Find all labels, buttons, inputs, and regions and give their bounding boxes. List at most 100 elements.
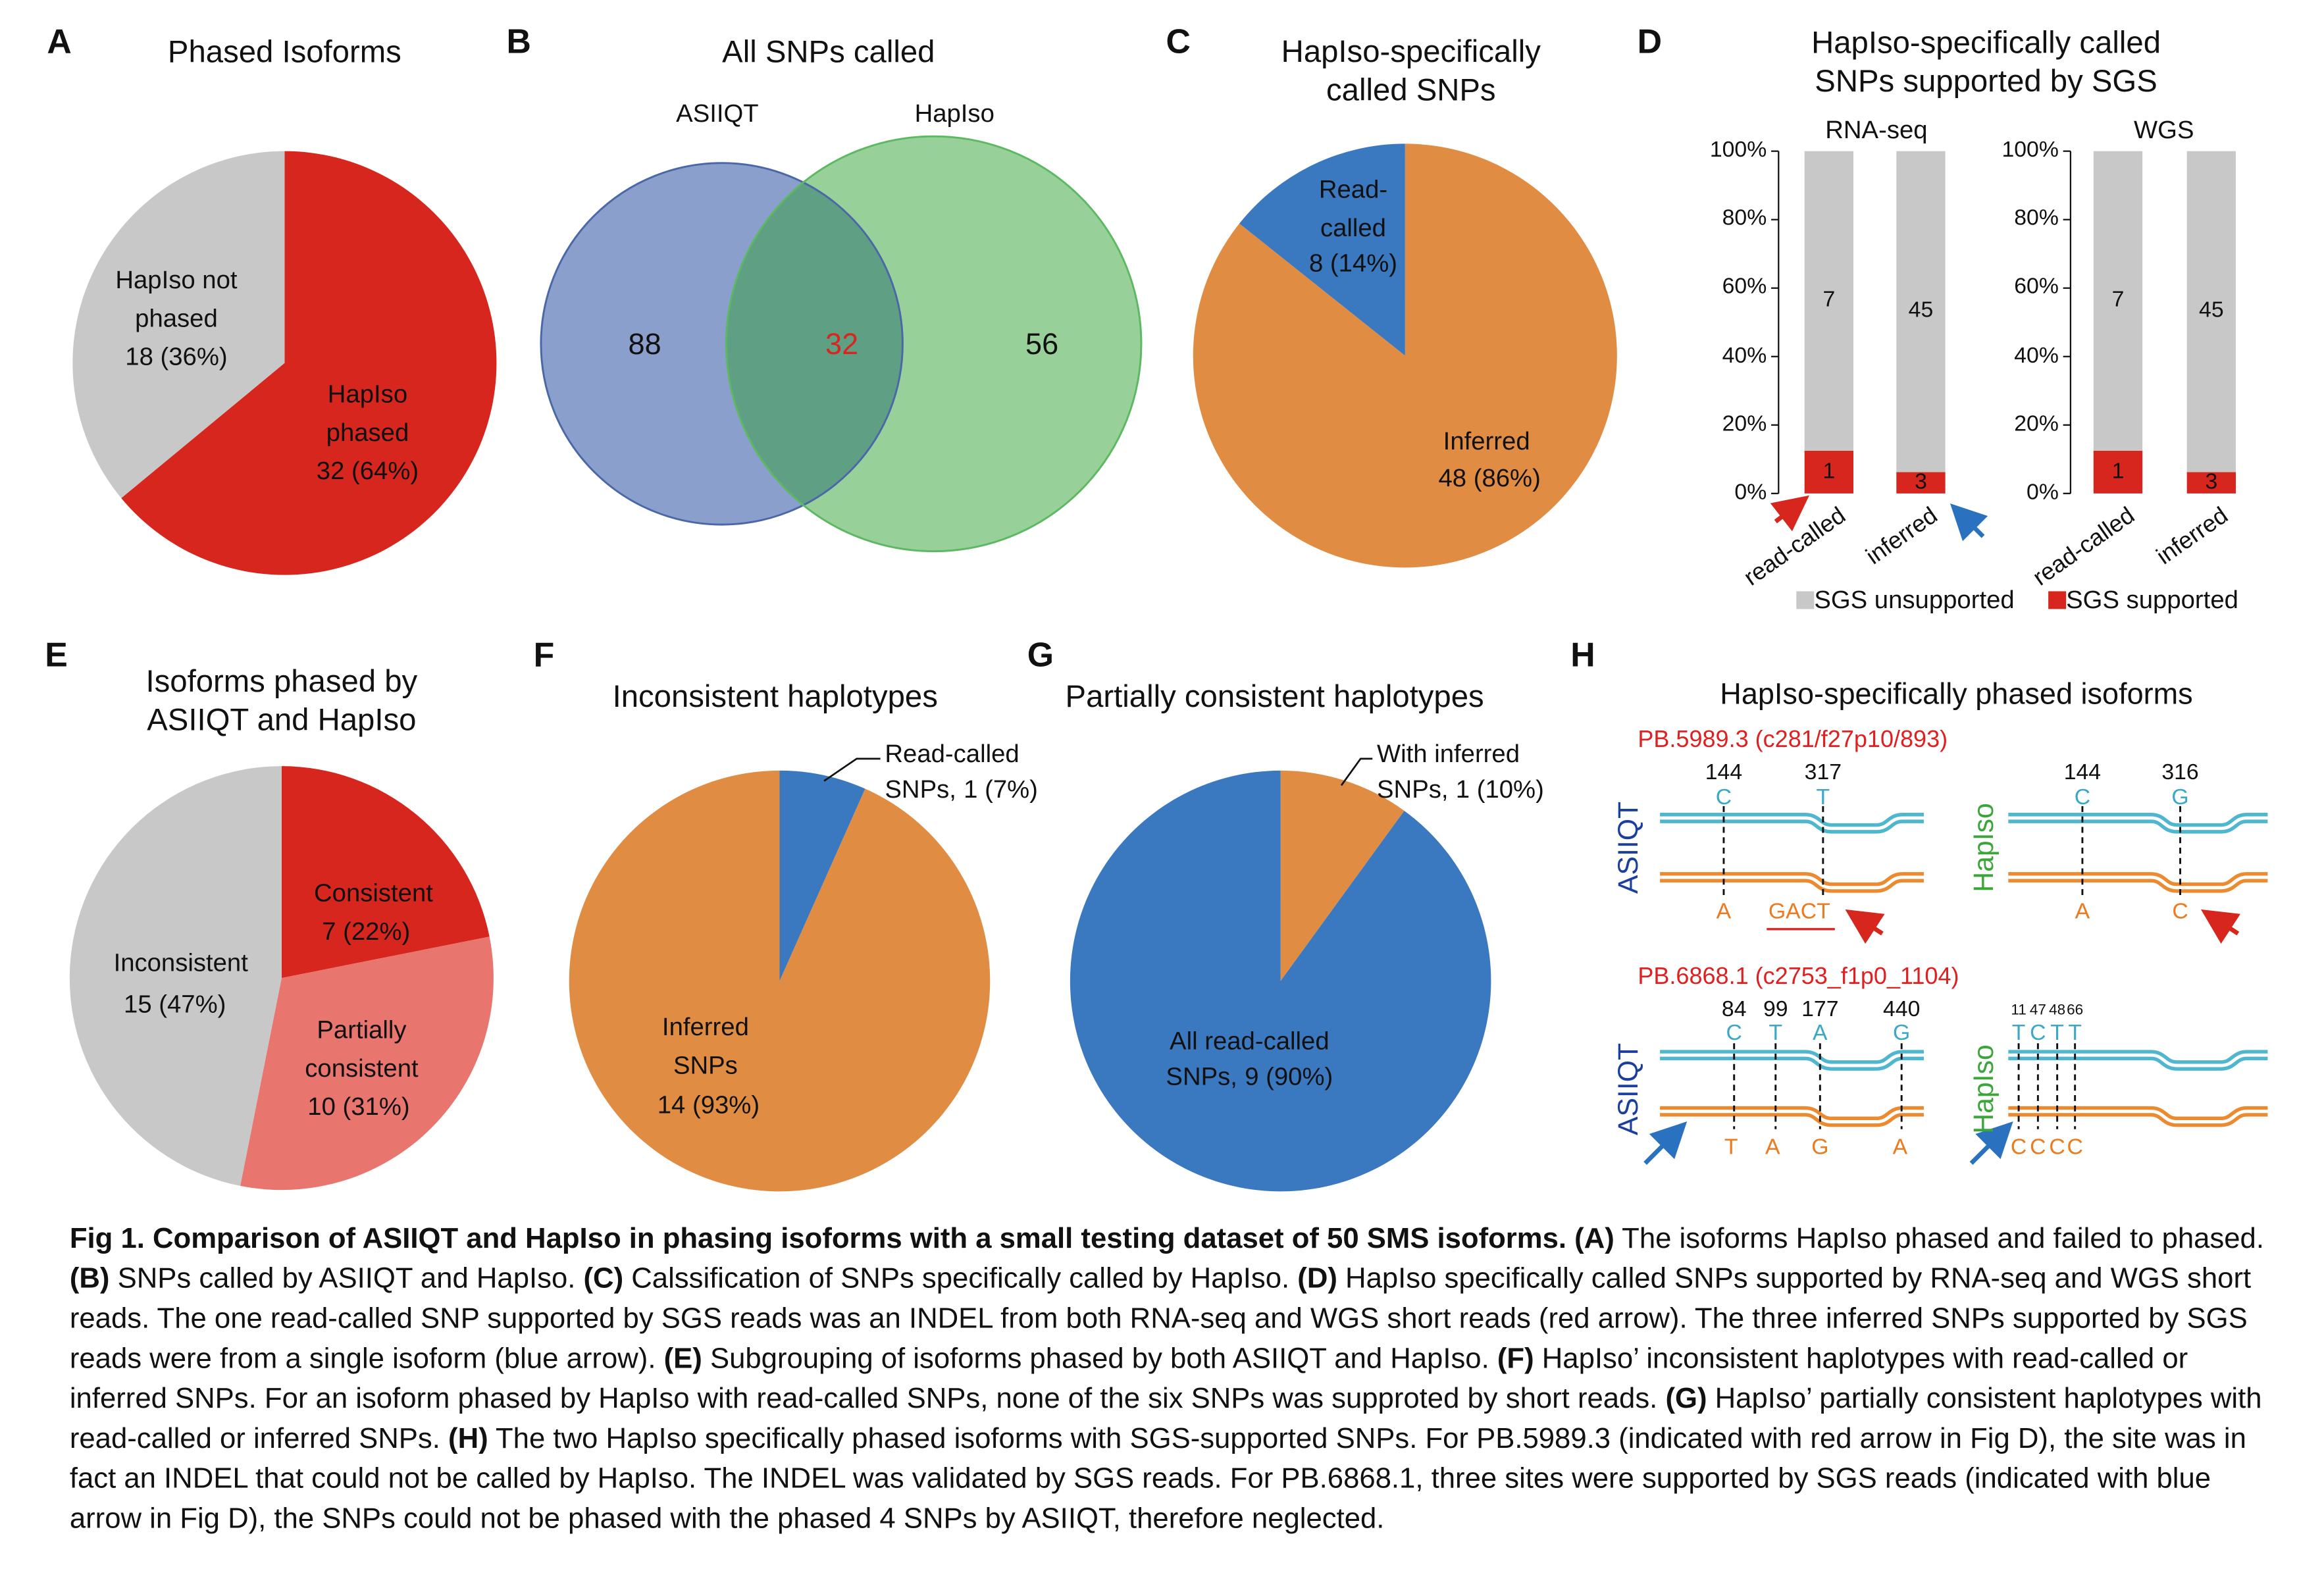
panel-letter: E (45, 635, 68, 674)
pie-slice (1070, 770, 1491, 1192)
pie-slice (72, 151, 285, 498)
snp-position: 317 (1804, 759, 1842, 785)
snp-position: 316 (2161, 759, 2199, 785)
isoform-id: PB.6868.1 (c2753_f1p0_1104) (1638, 964, 1959, 990)
slice-value-label: 1 (10%) (1455, 775, 1544, 804)
slice-value-label: 18 (36%) (125, 342, 228, 371)
pie-slice (281, 766, 490, 979)
caption-run: Fig 1. Comparison of ASIIQT and HapIso i… (69, 1222, 1614, 1256)
slice-category: Read-called SNPs, (885, 740, 1020, 804)
method-label: HapIso (1969, 803, 2001, 892)
caption-run: Subgrouping of isoforms phased by both A… (702, 1343, 1497, 1375)
slice-category: HapIso not phased (115, 266, 238, 332)
snp-position: 144 (1705, 759, 1743, 785)
slice-value-label: 14 (93%) (657, 1090, 760, 1119)
snp-position: 144 (2063, 759, 2102, 785)
count-label: 3 (2205, 469, 2218, 495)
strand-gap (2008, 875, 2268, 890)
set-label: HapIso (914, 99, 994, 128)
strand-gap (1660, 816, 1924, 831)
legend-label: SGS supported (2066, 585, 2238, 614)
venn-overlap (726, 163, 903, 525)
bar-segment (1804, 450, 1854, 494)
pie-slice (1239, 143, 1405, 356)
allele-bottom: A (1716, 899, 1732, 925)
subplot-title: WGS (2134, 116, 2194, 144)
slice-value-label: 48 (86%) (1438, 464, 1541, 493)
subplot-title: RNA-seq (1825, 116, 1928, 144)
method-label: HapIso (1969, 1044, 2001, 1134)
arrow (1845, 909, 1885, 944)
pie-slice (69, 766, 282, 1186)
allele-top: T (2011, 1020, 2026, 1046)
arrow (1643, 1121, 1688, 1165)
allele-top: C (2074, 784, 2091, 811)
bar-segment (1804, 151, 1854, 451)
allele-top: T (1769, 1020, 1783, 1046)
allele-bottom: C (2030, 1135, 2046, 1160)
allele-bottom: C (2049, 1135, 2065, 1160)
caption-run: (D) (1297, 1262, 1337, 1295)
y-tick-label: 40% (2014, 342, 2059, 369)
caption-run: (B) (69, 1262, 110, 1295)
panel-letter: A (47, 22, 72, 61)
pie-slice (1193, 143, 1617, 568)
figure-caption: Fig 1. Comparison of ASIIQT and HapIso i… (70, 1219, 2275, 1539)
count-label: 1 (1822, 458, 1836, 484)
allele-bottom: A (1765, 1135, 1780, 1160)
venn-outline (540, 162, 904, 526)
snp-position: 84 (1721, 996, 1747, 1023)
slice-value-label: 15 (47%) (124, 990, 226, 1019)
strand-gap (2008, 816, 2268, 831)
slice-value-label: 8 (14%) (1308, 249, 1398, 278)
slice-label: All read-called SNPs, 9 (90%) (1146, 1024, 1353, 1094)
strand-gap (1660, 875, 1924, 890)
isoform-id: PB.5989.3 (c281/f27p10/893) (1638, 727, 1948, 753)
caption-run: HapIso specifically called SNPs supporte… (69, 1262, 2252, 1375)
strand-gap (2008, 1053, 2268, 1067)
slice-category: Partially consistent (305, 1015, 419, 1082)
caption-run: (G) (1665, 1382, 1707, 1416)
leader-line (1340, 757, 1373, 786)
y-tick-label: 20% (1722, 411, 1767, 437)
slice-category: All read-called SNPs, (1166, 1027, 1330, 1091)
chart-title: HapIso-specifically called SNPs supporte… (1811, 26, 2161, 99)
snp-position: 47 (2029, 1002, 2046, 1019)
bar-segment (2186, 472, 2236, 494)
snp-position: 48 (2049, 1002, 2066, 1019)
y-tick-label: 80% (2014, 205, 2059, 232)
allele-bottom: C (2010, 1135, 2027, 1160)
pie-slice (240, 936, 494, 1191)
chart-title: Inconsistent haplotypes (612, 680, 938, 715)
allele-bottom: C (2067, 1135, 2083, 1160)
slice-label: Read-called SNPs, 1 (7%) (885, 737, 1066, 808)
caption-run: HapIso’ partially consistent haplotypes … (69, 1382, 2262, 1456)
venn-count: 56 (1025, 328, 1059, 362)
leader-line (823, 757, 881, 782)
count-label: 7 (1822, 287, 1836, 313)
venn-count: 88 (628, 328, 661, 362)
legend-swatch (1796, 591, 1815, 609)
caption-run: HapIso’ inconsistent haplotypes with rea… (69, 1343, 2188, 1416)
allele-top: C (2030, 1020, 2046, 1046)
snp-position: 11 (2011, 1002, 2027, 1019)
arrow (2201, 909, 2241, 944)
arrow (1770, 495, 1809, 532)
chart-title: Isoforms phased by ASIIQT and HapIso (145, 665, 418, 738)
arrow (1950, 503, 1988, 542)
slice-category: Read-called (1318, 175, 1388, 242)
caption-run: (E) (663, 1343, 702, 1375)
allele-bottom: A (1892, 1135, 1908, 1160)
caption-run: (C) (583, 1262, 624, 1295)
slice-value-label: 7 (22%) (322, 917, 411, 946)
slice-category: Inconsistent (113, 948, 248, 977)
allele-bottom: C (2172, 899, 2188, 925)
snp-position: 177 (1801, 996, 1839, 1023)
allele-top: T (2050, 1020, 2064, 1046)
strand-gap (1660, 1110, 1924, 1124)
venn-count: 32 (825, 328, 859, 362)
slice-label: With inferred SNPs, 1 (10%) (1377, 737, 1570, 808)
legend-swatch (2048, 591, 2067, 609)
slice-value-label: 1 (7%) (964, 775, 1038, 804)
